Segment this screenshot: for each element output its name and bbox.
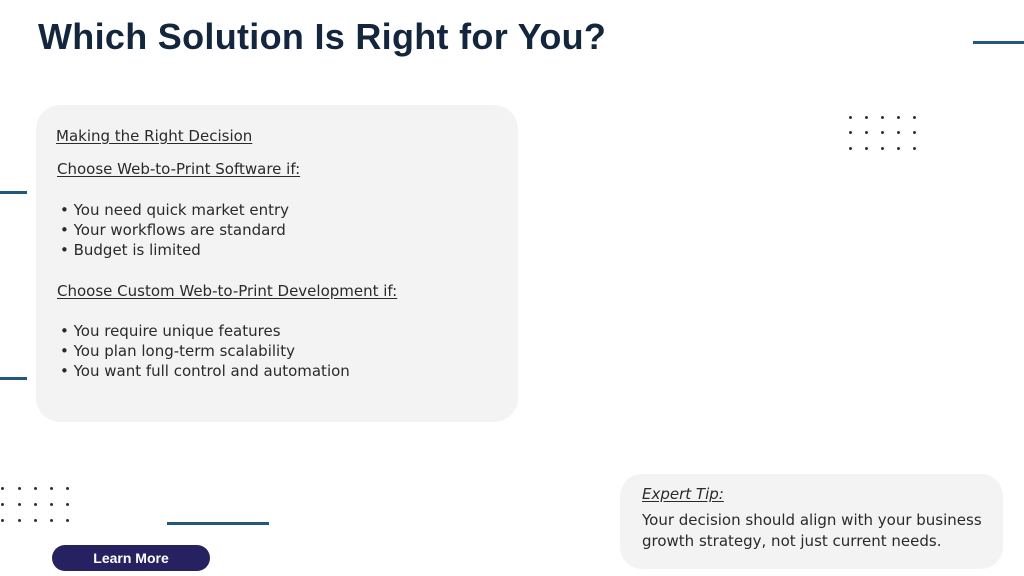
decorative-line [0, 191, 27, 194]
dot [881, 147, 884, 150]
dot [897, 131, 900, 134]
list-item: • Your workflows are standard [60, 221, 286, 239]
page-title: Which Solution Is Right for You? [38, 16, 607, 57]
dot [66, 503, 69, 506]
dot [50, 503, 53, 506]
dot [1, 487, 4, 490]
dot [849, 147, 852, 150]
decorative-line [167, 522, 269, 525]
dot [897, 147, 900, 150]
dot [18, 503, 21, 506]
dot [865, 116, 868, 119]
dot [66, 519, 69, 522]
list-item: • Budget is limited [60, 241, 201, 259]
custom-label: Choose Custom Web-to-Print Development i… [57, 282, 398, 300]
dot [1, 519, 4, 522]
dot [34, 519, 37, 522]
decorative-line [0, 377, 27, 380]
dot [18, 519, 21, 522]
list-item: • You plan long-term scalability [60, 342, 295, 360]
dot [913, 116, 916, 119]
software-label: Choose Web-to-Print Software if: [57, 160, 301, 178]
tip-text-line: Your decision should align with your bus… [642, 511, 982, 529]
dot [50, 519, 53, 522]
dot [913, 131, 916, 134]
list-item: • You want full control and automation [60, 362, 350, 380]
decorative-line [973, 41, 1024, 44]
card-heading: Making the Right Decision [56, 127, 253, 145]
dot [18, 487, 21, 490]
dot [881, 131, 884, 134]
learn-more-button[interactable]: Learn More [52, 545, 210, 571]
dot [913, 147, 916, 150]
dot [881, 116, 884, 119]
dot [897, 116, 900, 119]
dot [50, 487, 53, 490]
decision-card [36, 105, 518, 422]
dot [66, 487, 69, 490]
dot [1, 503, 4, 506]
dot [34, 487, 37, 490]
dot [849, 116, 852, 119]
tip-text-line: growth strategy, not just current needs. [642, 532, 942, 550]
list-item: • You need quick market entry [60, 201, 290, 219]
dot [865, 147, 868, 150]
dot [849, 131, 852, 134]
dot [865, 131, 868, 134]
list-item: • You require unique features [60, 322, 281, 340]
tip-label: Expert Tip: [642, 485, 724, 503]
dot [34, 503, 37, 506]
expert-tip-card [620, 474, 1003, 569]
